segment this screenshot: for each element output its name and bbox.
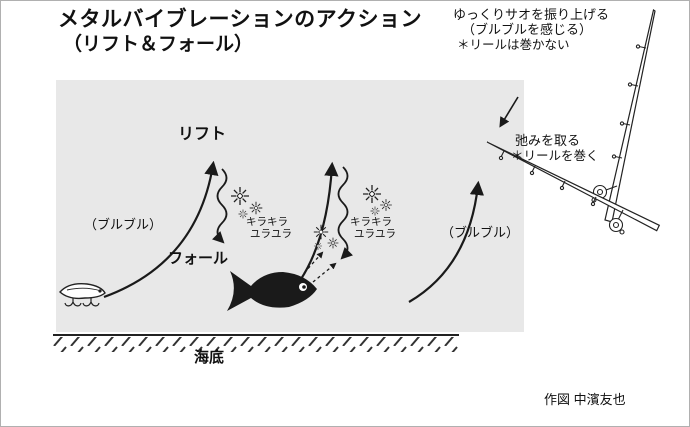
- rod-raised: [591, 9, 656, 223]
- rod-lowered: [486, 141, 661, 235]
- credit-text: 作図 中濱友也: [544, 392, 626, 407]
- fall-wave-1: [212, 168, 228, 244]
- lure: [59, 282, 106, 307]
- fish-silhouette: [227, 271, 317, 311]
- label-vibration-right: （ブルブル）: [441, 225, 520, 240]
- note-rod-slack-line2: ＊リールを巻く: [511, 149, 599, 163]
- note-rod-lift-line3: ＊リールは巻かない: [457, 38, 570, 52]
- lift-arrow-1: [103, 160, 219, 299]
- rod-motion-arrow: [499, 96, 519, 128]
- label-lift: リフト: [178, 126, 227, 143]
- label-seabed: 海底: [194, 349, 225, 366]
- fall-wave-2: [337, 166, 353, 260]
- note-rod-lift-line1: ゆっくりサオを振り上げる: [453, 7, 610, 22]
- note-rod-slack-line1: 弛みを取る: [515, 133, 581, 148]
- label-sparkle-left-line1: キラキラ: [246, 216, 288, 228]
- lift-arrow-3: [408, 180, 485, 303]
- label-sparkle-right-line1: キラキラ: [350, 216, 392, 228]
- diagram-title-line1: メタルバイブレーションのアクション: [58, 8, 423, 31]
- fish-gaze-arrows: [303, 251, 337, 283]
- label-sparkle-right-line2: ユラユラ: [354, 228, 396, 240]
- diagram-title-line2: （リフト＆フォール）: [63, 34, 254, 55]
- label-fall: フォール: [168, 250, 229, 267]
- note-rod-lift-line2: （ブルブルを感じる）: [462, 22, 593, 37]
- seabed-hatching: [53, 334, 459, 352]
- label-sparkle-left-line2: ユラユラ: [250, 228, 292, 240]
- label-vibration-left: （ブルブル）: [84, 217, 163, 232]
